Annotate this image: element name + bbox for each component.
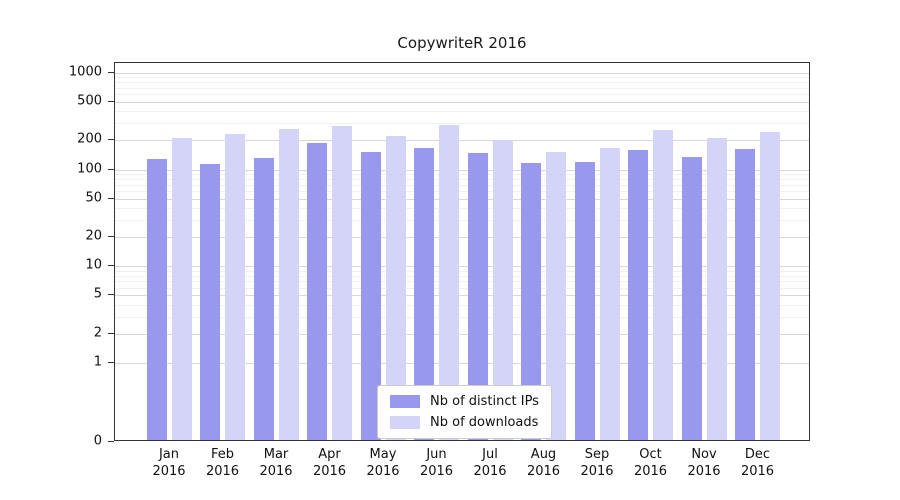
x-axis-tick-label-mar: Mar 2016 <box>259 447 293 479</box>
bar-downloads-sep <box>599 147 620 440</box>
x-axis-tick-label-jul: Jul 2016 <box>473 447 507 479</box>
x-axis-tick-label-oct: Oct 2016 <box>633 447 668 479</box>
y-axis-tick-mark <box>108 139 114 141</box>
y-axis-tick-label: 20 <box>85 228 102 244</box>
y-axis-tick-mark <box>108 294 114 296</box>
bar-downloads-aug <box>546 151 566 440</box>
legend-swatch-distinct-ips <box>390 395 420 408</box>
y-axis-tick-mark <box>108 332 114 334</box>
y-axis-tick-label: 5 <box>93 286 102 302</box>
y-axis-tick-label: 500 <box>77 93 102 109</box>
bar-distinct-ips-jun <box>414 147 434 440</box>
y-axis-tick-label: 2 <box>93 325 102 341</box>
legend-label-distinct-ips: Nb of distinct IPs <box>430 394 539 409</box>
y-axis-tick-label: 50 <box>85 190 102 206</box>
grid-minor-line <box>115 287 809 289</box>
x-axis-tick-label-may: May 2016 <box>366 447 400 479</box>
bar-downloads-oct <box>653 130 673 440</box>
x-axis-tick-label-jan: Jan 2016 <box>152 447 186 479</box>
y-axis-tick-label: 0 <box>93 433 102 449</box>
bar-distinct-ips-may <box>360 152 381 440</box>
x-axis-tick-label-nov: Nov 2016 <box>687 447 721 479</box>
bar-distinct-ips-jul <box>467 153 488 440</box>
grid-minor-line <box>115 275 809 277</box>
x-axis-tick-label-sep: Sep 2016 <box>580 447 614 479</box>
grid-major-line <box>115 333 809 335</box>
y-axis-tick-mark <box>108 71 114 73</box>
x-axis-tick-label-jun: Jun 2016 <box>419 447 454 479</box>
chart-title: CopywriteR 2016 <box>397 34 527 52</box>
grid-minor-line <box>115 111 809 113</box>
legend-item-downloads: Nb of downloads <box>390 415 539 430</box>
y-axis-tick-label: 10 <box>85 257 102 273</box>
grid-minor-line <box>115 208 809 210</box>
bar-distinct-ips-feb <box>200 164 220 440</box>
bar-distinct-ips-nov <box>681 156 702 440</box>
grid-major-line <box>115 72 809 74</box>
grid-major-line <box>115 102 809 103</box>
bar-distinct-ips-dec <box>735 149 755 440</box>
bar-distinct-ips-jan <box>146 158 167 440</box>
bar-distinct-ips-sep <box>574 161 595 440</box>
bar-downloads-mar <box>278 129 299 440</box>
grid-minor-line <box>115 77 809 79</box>
y-axis-tick-mark <box>108 168 114 170</box>
bar-downloads-jul <box>492 140 513 440</box>
grid-minor-line <box>115 123 809 125</box>
grid-minor-line <box>115 316 809 318</box>
grid-minor-line <box>115 94 809 96</box>
bar-downloads-jan <box>171 138 192 440</box>
grid-major-line <box>115 169 809 171</box>
legend-item-distinct-ips: Nb of distinct IPs <box>390 394 539 409</box>
legend-swatch-downloads <box>390 416 420 429</box>
y-axis-tick-label: 1 <box>93 354 102 370</box>
grid-minor-line <box>115 178 809 180</box>
x-axis-tick-label-aug: Aug 2016 <box>526 447 561 479</box>
y-axis-tick-mark <box>108 197 114 199</box>
bar-downloads-nov <box>706 137 727 440</box>
bar-distinct-ips-oct <box>628 150 648 440</box>
y-axis-tick-mark <box>108 101 114 102</box>
grid-minor-line <box>115 281 809 283</box>
legend: Nb of distinct IPs Nb of downloads <box>377 385 552 439</box>
legend-label-downloads: Nb of downloads <box>430 415 539 430</box>
bar-distinct-ips-mar <box>253 157 274 440</box>
grid-major-line <box>115 363 809 364</box>
grid-major-line <box>115 198 809 200</box>
bar-distinct-ips-aug <box>521 162 541 440</box>
bar-downloads-may <box>385 136 406 440</box>
plot-area: Nb of distinct IPs Nb of downloads <box>114 62 810 441</box>
grid-minor-line <box>115 174 809 176</box>
y-axis-tick-label: 200 <box>77 131 102 147</box>
y-axis-tick-mark <box>108 441 114 442</box>
bar-downloads-jun <box>439 125 459 440</box>
grid-minor-line <box>115 184 809 186</box>
bar-downloads-dec <box>760 131 780 440</box>
y-axis-tick-label: 1000 <box>68 64 102 80</box>
bar-downloads-apr <box>332 125 352 440</box>
grid-minor-line <box>115 220 809 222</box>
x-axis-tick-label-dec: Dec 2016 <box>740 447 775 479</box>
grid-minor-line <box>115 82 809 84</box>
y-axis-tick-mark <box>108 265 114 267</box>
y-axis-tick-label: 100 <box>77 161 102 177</box>
grid-minor-line <box>115 304 809 306</box>
grid-major-line <box>115 266 809 268</box>
grid-minor-line <box>115 191 809 193</box>
grid-minor-line <box>115 270 809 272</box>
grid-major-line <box>115 237 809 239</box>
grid-major-line <box>115 295 809 297</box>
bar-downloads-feb <box>225 134 245 440</box>
y-axis-tick-mark <box>108 236 114 238</box>
x-axis-tick-label-apr: Apr 2016 <box>312 447 347 479</box>
y-axis-tick-mark <box>108 362 114 363</box>
bar-distinct-ips-apr <box>307 142 327 440</box>
grid-major-line <box>115 140 809 142</box>
grid-minor-line <box>115 87 809 89</box>
x-axis-tick-label-feb: Feb 2016 <box>205 447 240 479</box>
